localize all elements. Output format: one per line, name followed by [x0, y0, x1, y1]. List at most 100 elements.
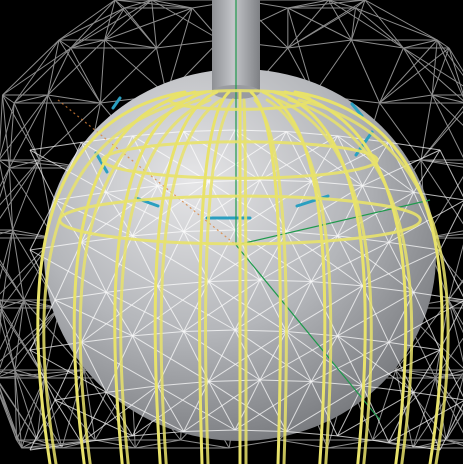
wire-edge	[355, 7, 438, 41]
wire-edge	[2, 94, 10, 169]
wire-edge	[105, 235, 133, 293]
wire-edge	[337, 291, 414, 337]
wire-edge	[445, 439, 463, 446]
wire-edge	[445, 412, 463, 441]
wire-edge	[104, 39, 157, 49]
wire-edge	[14, 369, 63, 449]
wire-edge	[448, 299, 463, 326]
wire-edge	[337, 335, 389, 343]
wire-edge	[420, 110, 463, 161]
wire-edge	[327, 0, 352, 41]
wire-edge	[388, 141, 441, 151]
wire-edge	[208, 329, 236, 382]
wire-edge	[14, 369, 23, 449]
wire-edge	[431, 94, 463, 159]
wire-edge	[351, 7, 356, 41]
wire-edge	[151, 0, 193, 9]
wire-edge	[448, 299, 463, 303]
wire-edge	[36, 377, 46, 441]
wire-edge	[29, 299, 56, 351]
wire-edge	[287, 0, 329, 9]
cage-meridian	[198, 90, 231, 464]
wire-edge	[436, 39, 463, 98]
wire-edge	[70, 7, 125, 49]
wire-edge	[8, 102, 15, 169]
wire-edge	[439, 402, 463, 451]
wire-edge	[287, 39, 352, 49]
wire-edge	[81, 335, 133, 343]
wire-edge	[70, 39, 105, 49]
wire-edge	[13, 102, 40, 161]
cage-meridian-secondary	[287, 98, 414, 464]
wire-edge	[351, 0, 366, 41]
wire-edge	[13, 47, 72, 104]
wire-edge	[208, 231, 287, 282]
wire-edge	[0, 159, 40, 206]
wire-edge	[0, 307, 60, 362]
wire-edge	[285, 131, 312, 182]
wire-edge	[439, 349, 463, 398]
wire-edge	[395, 369, 436, 379]
wire-edge	[0, 299, 25, 369]
wire-edge	[379, 47, 404, 104]
wire-edge	[100, 47, 157, 104]
wire-edge	[0, 102, 15, 159]
cage-ring	[101, 140, 379, 180]
wire-edge	[80, 292, 107, 343]
cage-ring	[58, 194, 422, 246]
wire-edge	[58, 39, 72, 49]
wire-edge	[420, 159, 463, 165]
wire-edge	[285, 381, 312, 432]
wire-edge	[0, 159, 40, 219]
wire-edge	[157, 385, 236, 431]
wire-edge	[364, 0, 438, 41]
wire-edge	[29, 349, 56, 401]
wire-edge	[0, 386, 23, 449]
wire-edge	[0, 318, 16, 371]
wire-edge	[355, 7, 404, 49]
wire-edge	[362, 342, 390, 387]
wire-edge	[328, 0, 356, 9]
wire-edge	[431, 47, 450, 96]
wire-edge	[80, 342, 107, 393]
wire-edge	[208, 379, 261, 383]
wire-edge	[259, 331, 287, 381]
wire-edge	[58, 7, 125, 41]
wire-edge	[132, 185, 158, 237]
wire-edge	[379, 94, 433, 104]
wire-edge	[388, 341, 441, 351]
wire-edge	[0, 94, 3, 151]
wire-edge	[183, 231, 210, 282]
cage-meridian-secondary	[159, 98, 223, 464]
wire-edge	[413, 349, 441, 393]
wire-edge	[439, 249, 463, 298]
wire-edge	[311, 381, 363, 387]
wire-edge	[337, 335, 363, 387]
wire-edge	[47, 94, 101, 104]
wire-edge	[70, 47, 101, 104]
wire-edge	[286, 331, 338, 337]
wire-edge	[104, 7, 125, 41]
wire-edge	[436, 39, 450, 49]
wire-edge	[183, 429, 236, 433]
wire-edge	[448, 299, 463, 334]
wire-edge	[29, 149, 56, 201]
wire-edge	[132, 385, 158, 437]
wire-edge	[448, 280, 463, 301]
wire-edge	[337, 185, 363, 237]
wire-edge	[124, 0, 152, 9]
wire-edge	[132, 381, 210, 437]
wire-edge	[0, 259, 25, 301]
wire-edge	[183, 329, 236, 333]
wire-edge	[132, 281, 210, 337]
wire-edge	[157, 185, 236, 231]
wire-edge	[38, 94, 49, 161]
cage-ring	[167, 89, 313, 111]
wire-edge	[448, 47, 463, 96]
wire-edge	[208, 229, 236, 282]
wire-edge	[54, 242, 82, 301]
wire-edge	[285, 231, 312, 282]
wire-edge	[362, 349, 441, 387]
